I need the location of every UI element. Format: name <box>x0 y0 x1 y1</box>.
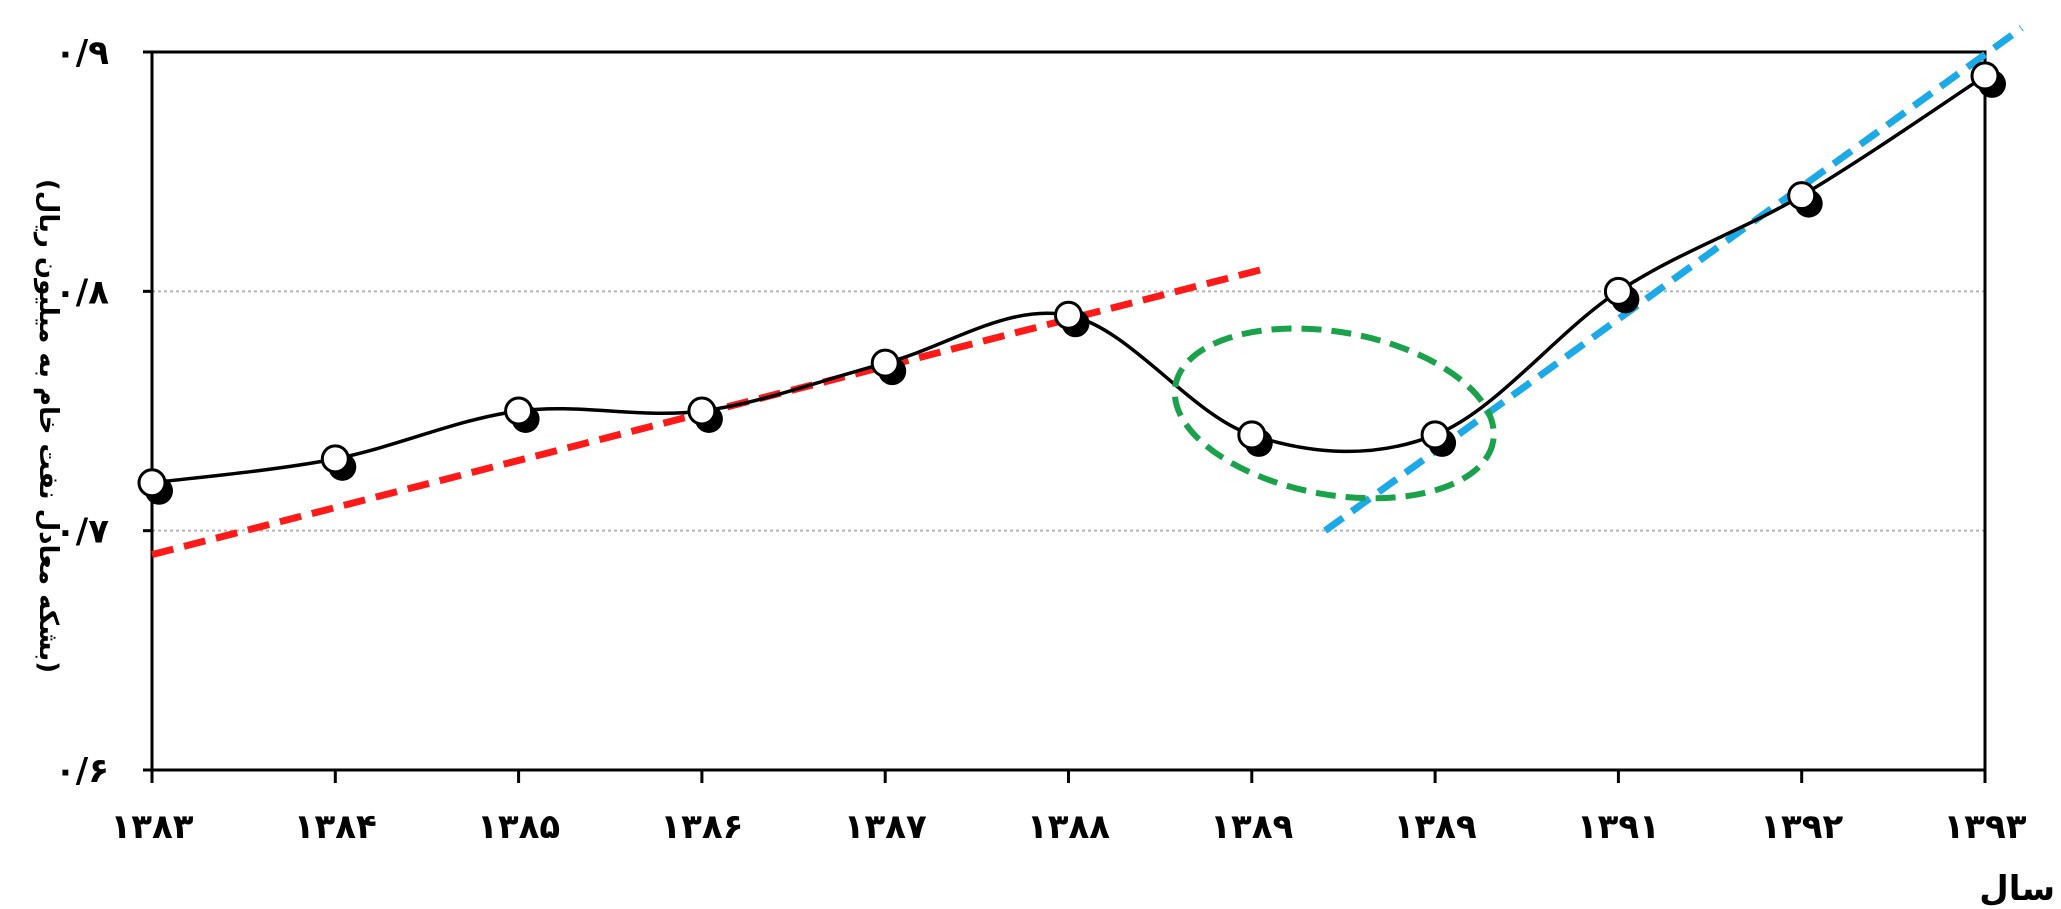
trend-lines <box>151 25 2024 558</box>
plot-area: ۰/۶۰/۷۰/۸۰/۹ ۱۳۸۳ ۱۳۸۴ ۱۳۸۵ ۱۳۸۶ ۱۳۸۷ ۱۳۸۸ ۱۳۸… <box>55 25 2027 847</box>
highlight-ellipse <box>1171 325 1497 502</box>
y-axis-title: (بشکه معادل نفت خام به میلیون ریال) <box>33 179 63 673</box>
y-ticks: ۰/۶ ۰/۷ ۰/۸ ۰/۹ <box>55 33 152 791</box>
x-axis-title: سال <box>1979 869 2055 909</box>
x-tick-label: ۱۳۸۴ <box>294 807 377 847</box>
x-tick-label: ۱۳۸۷ <box>844 807 927 847</box>
data-point-marker <box>1420 420 1450 450</box>
series-line-path <box>151 74 1986 485</box>
data-point <box>1237 420 1273 457</box>
plot-frame <box>150 50 1987 772</box>
data-point-marker <box>1054 300 1083 330</box>
x-tick-label: ۱۳۸۹ <box>1394 807 1477 847</box>
x-tick-label: ۱۳۸۹ <box>1210 807 1293 847</box>
data-point-marker <box>504 396 534 426</box>
data-point <box>1970 61 2006 98</box>
data-point <box>1787 181 1823 218</box>
data-point <box>1420 420 1457 457</box>
x-tick-label: ۱۳۸۵ <box>477 807 560 847</box>
data-point <box>1054 300 1090 338</box>
series-markers <box>137 61 2006 505</box>
x-tick-label: ۱۳۹۲ <box>1760 807 1843 847</box>
trend-line <box>1323 25 2024 534</box>
data-point-marker <box>870 348 900 378</box>
data-point <box>1603 276 1640 314</box>
data-point-marker <box>1787 181 1817 211</box>
y-tick-label: ۰/۶ <box>55 751 109 791</box>
y-tick-label: ۰/۹ <box>55 33 109 73</box>
x-tick-label: ۱۳۹۱ <box>1577 807 1660 847</box>
data-point-marker <box>137 468 167 498</box>
series-line <box>151 74 1986 485</box>
x-tick-label: ۱۳۸۶ <box>660 807 743 847</box>
data-point-marker <box>320 444 350 474</box>
data-point-marker <box>687 396 717 426</box>
data-point <box>870 348 907 386</box>
data-point-marker <box>1970 61 2000 91</box>
x-ticks: ۱۳۸۳ ۱۳۸۴ ۱۳۸۵ ۱۳۸۶ ۱۳۸۷ ۱۳۸۸ ۱۳۸۹ ۱۳۸۹ ۱۳۹۱ ۱۳۹۲… <box>110 770 2027 847</box>
x-tick-label: ۱۳۹۳ <box>1943 807 2026 847</box>
x-tick-label: ۱۳۸۸ <box>1027 807 1110 847</box>
x-tick-label: ۱۳۸۳ <box>110 807 193 847</box>
data-point-marker <box>1237 420 1267 450</box>
data-point <box>504 396 540 433</box>
data-point-marker <box>1603 276 1633 306</box>
y-tick-label: ۰/۸ <box>55 272 109 312</box>
data-point <box>320 444 357 481</box>
annotations <box>1171 325 1497 502</box>
y-tick-label: ۰/۷ <box>55 512 109 552</box>
data-point <box>687 396 723 433</box>
data-point <box>137 468 173 505</box>
